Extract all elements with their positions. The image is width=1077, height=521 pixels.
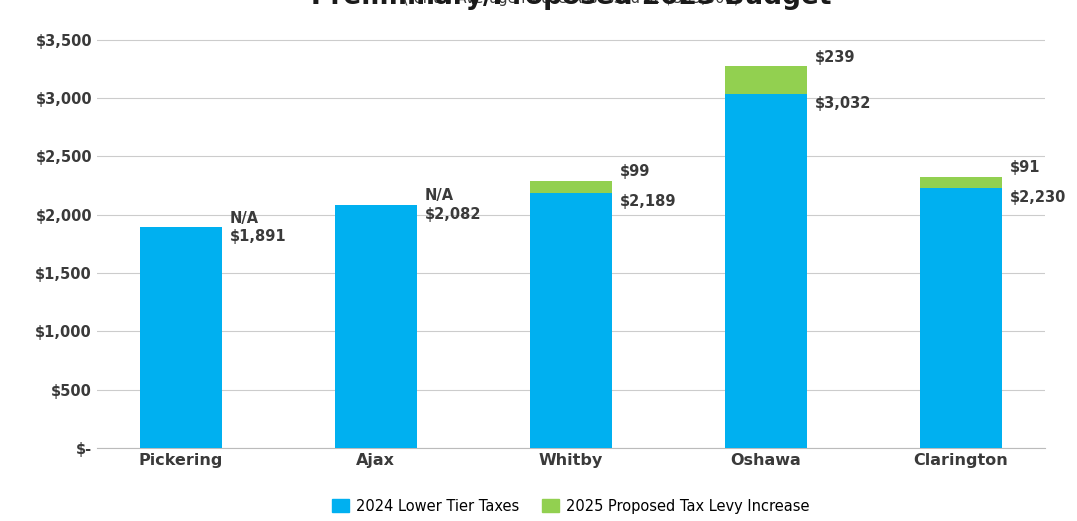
Bar bbox=[530, 193, 612, 448]
Text: $2,230: $2,230 bbox=[1009, 190, 1066, 205]
Bar bbox=[140, 227, 222, 448]
Text: $3,032: $3,032 bbox=[814, 96, 871, 111]
Text: $91: $91 bbox=[1009, 160, 1040, 176]
Legend: 2024 Lower Tier Taxes, 2025 Proposed Tax Levy Increase: 2024 Lower Tier Taxes, 2025 Proposed Tax… bbox=[326, 493, 815, 519]
Title: Lower Tier – Property Taxes based on
Preliminary/Proposed 2025 Budget: Lower Tier – Property Taxes based on Pre… bbox=[293, 0, 849, 10]
Text: $2,082: $2,082 bbox=[424, 207, 481, 222]
Text: $99: $99 bbox=[619, 164, 649, 179]
Bar bbox=[920, 188, 1002, 448]
Text: $2,189: $2,189 bbox=[619, 194, 676, 209]
Text: N/A: N/A bbox=[229, 210, 258, 226]
Bar bbox=[530, 181, 612, 193]
Bar bbox=[920, 177, 1002, 188]
Text: (for an Average House Assessed at $503,000): (for an Average House Assessed at $503,0… bbox=[403, 0, 739, 6]
Bar bbox=[725, 66, 807, 94]
Bar bbox=[725, 94, 807, 448]
Bar bbox=[335, 205, 417, 448]
Text: $1,891: $1,891 bbox=[229, 229, 286, 244]
Text: $239: $239 bbox=[814, 49, 855, 65]
Text: N/A: N/A bbox=[424, 188, 453, 203]
